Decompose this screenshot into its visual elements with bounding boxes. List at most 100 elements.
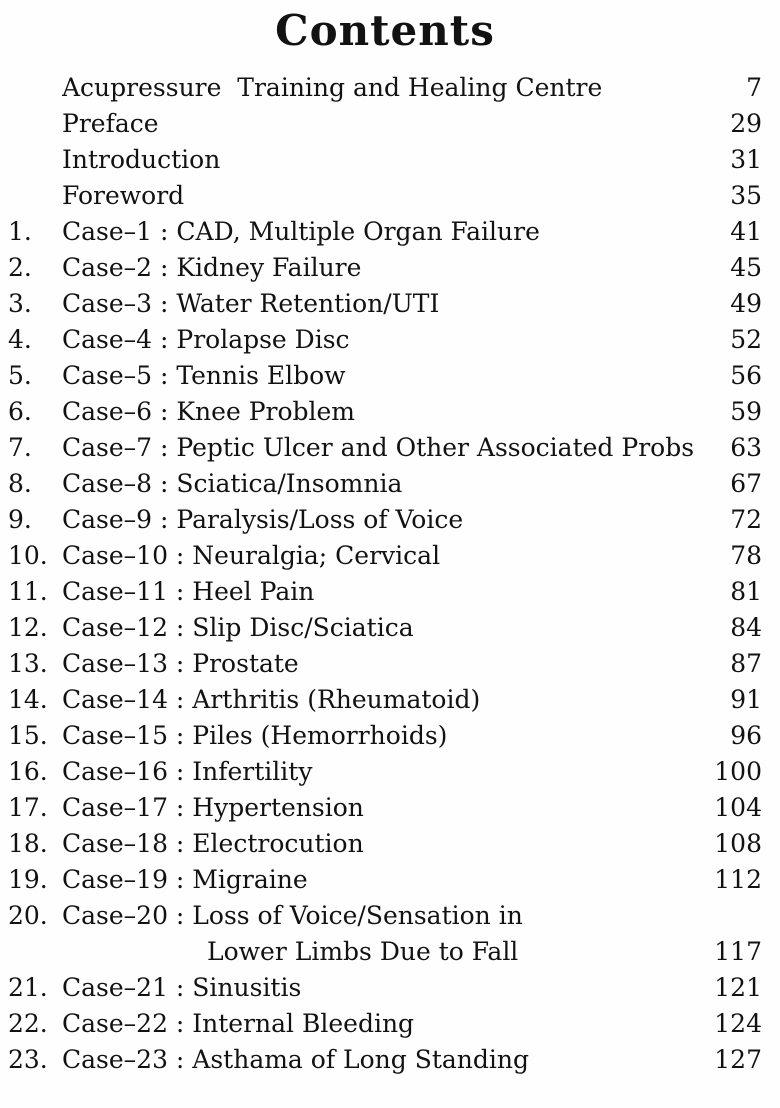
page-title: Contents — [275, 6, 495, 55]
entry-title: Case–8 : Sciatica/Insomnia — [62, 469, 403, 499]
entry-number: 3. — [8, 289, 32, 319]
toc-entry: 13. Case–13 : Prostate 87 — [8, 646, 762, 682]
entry-number: 15. — [8, 721, 48, 751]
entry-page: 104 — [714, 793, 762, 823]
entry-title: Case–12 : Slip Disc/Sciatica — [62, 613, 414, 643]
entry-number: 13. — [8, 649, 48, 679]
toc-entry: 12. Case–12 : Slip Disc/Sciatica 84 — [8, 610, 762, 646]
toc-list: Acupressure Training and Healing Centre … — [8, 70, 762, 1078]
entry-number: 5. — [8, 361, 32, 391]
entry-page: 91 — [730, 685, 762, 715]
toc-entry: Introduction 31 — [8, 142, 762, 178]
entry-number: 14. — [8, 685, 48, 715]
entry-title: Case–16 : Infertility — [62, 757, 313, 787]
entry-title: Introduction — [62, 145, 221, 175]
entry-page: 29 — [730, 109, 762, 139]
entry-page: 124 — [714, 1009, 762, 1039]
entry-page: 81 — [730, 577, 762, 607]
toc-entry: 3. Case–3 : Water Retention/UTI 49 — [8, 286, 762, 322]
entry-page: 96 — [730, 721, 762, 751]
entry-page: 127 — [714, 1045, 762, 1075]
entry-number: 23. — [8, 1045, 48, 1075]
entry-page: 112 — [714, 865, 762, 895]
entry-title: Case–3 : Water Retention/UTI — [62, 289, 440, 319]
entry-title: Case–23 : Asthama of Long Standing — [62, 1045, 530, 1075]
entry-title: Case–11 : Heel Pain — [62, 577, 315, 607]
toc-entry: 6. Case–6 : Knee Problem 59 — [8, 394, 762, 430]
toc-entry: Foreword 35 — [8, 178, 762, 214]
toc-entry: 2. Case–2 : Kidney Failure 45 — [8, 250, 762, 286]
entry-number: 8. — [8, 469, 32, 499]
entry-page: 72 — [730, 505, 762, 535]
entry-number: 7. — [8, 433, 32, 463]
entry-number: 20. — [8, 901, 48, 931]
toc-entry: Preface 29 — [8, 106, 762, 142]
entry-page: 67 — [730, 469, 762, 499]
entry-number: 17. — [8, 793, 48, 823]
toc-entry: 10. Case–10 : Neuralgia; Cervical 78 — [8, 538, 762, 574]
toc-entry: 18. Case–18 : Electrocution 108 — [8, 826, 762, 862]
entry-title: Case–20 : Loss of Voice/Sensation in — [62, 901, 523, 931]
entry-page: 56 — [730, 361, 762, 391]
entry-page: 108 — [714, 829, 762, 859]
entry-title: Case–5 : Tennis Elbow — [62, 361, 346, 391]
entry-title: Case–4 : Prolapse Disc — [62, 325, 350, 355]
entry-title: Case–14 : Arthritis (Rheumatoid) — [62, 685, 481, 715]
toc-entry: 7. Case–7 : Peptic Ulcer and Other Assoc… — [8, 430, 762, 466]
entry-number: 2. — [8, 253, 32, 283]
entry-title: Case–19 : Migraine — [62, 865, 308, 895]
toc-entry: 8. Case–8 : Sciatica/Insomnia 67 — [8, 466, 762, 502]
entry-title: Case–7 : Peptic Ulcer and Other Associat… — [62, 433, 695, 463]
entry-page: 63 — [730, 433, 762, 463]
entry-page: 35 — [730, 181, 762, 211]
entry-number: 11. — [8, 577, 48, 607]
entry-title: Case–9 : Paralysis/Loss of Voice — [62, 505, 464, 535]
entry-number: 4. — [8, 325, 32, 355]
toc-entry: Lower Limbs Due to Fall 117 — [8, 934, 762, 970]
entry-number: 9. — [8, 505, 32, 535]
entry-page: 59 — [730, 397, 762, 427]
toc-entry: 20. Case–20 : Loss of Voice/Sensation in — [8, 898, 762, 934]
entry-page: 31 — [730, 145, 762, 175]
entry-title: Foreword — [62, 181, 185, 211]
entry-title: Case–13 : Prostate — [62, 649, 299, 679]
entry-title: Case–18 : Electrocution — [62, 829, 364, 859]
entry-number: 22. — [8, 1009, 48, 1039]
toc-entry: 15. Case–15 : Piles (Hemorrhoids) 96 — [8, 718, 762, 754]
toc-entry: 1. Case–1 : CAD, Multiple Organ Failure … — [8, 214, 762, 250]
toc-entry: 9. Case–9 : Paralysis/Loss of Voice 72 — [8, 502, 762, 538]
entry-number: 6. — [8, 397, 32, 427]
toc-entry: Acupressure Training and Healing Centre … — [8, 70, 762, 106]
entry-page: 121 — [714, 973, 762, 1003]
entry-page: 49 — [730, 289, 762, 319]
entry-page: 87 — [730, 649, 762, 679]
entry-title: Acupressure Training and Healing Centre — [62, 73, 603, 103]
entry-title: Case–2 : Kidney Failure — [62, 253, 362, 283]
entry-page: 41 — [730, 217, 762, 247]
entry-title: Case–1 : CAD, Multiple Organ Failure — [62, 217, 540, 247]
entry-number: 19. — [8, 865, 48, 895]
entry-page: 100 — [714, 757, 762, 787]
entry-title: Case–21 : Sinusitis — [62, 973, 302, 1003]
entry-title: Case–17 : Hypertension — [62, 793, 364, 823]
entry-number: 16. — [8, 757, 48, 787]
entry-number: 12. — [8, 613, 48, 643]
entry-number: 1. — [8, 217, 32, 247]
entry-number: 18. — [8, 829, 48, 859]
toc-entry: 22. Case–22 : Internal Bleeding 124 — [8, 1006, 762, 1042]
entry-number: 10. — [8, 541, 48, 571]
entry-page: 45 — [730, 253, 762, 283]
toc-entry: 19. Case–19 : Migraine 112 — [8, 862, 762, 898]
entry-page: 117 — [714, 937, 762, 967]
entry-title: Lower Limbs Due to Fall — [207, 937, 519, 967]
toc-entry: 11. Case–11 : Heel Pain 81 — [8, 574, 762, 610]
toc-entry: 4. Case–4 : Prolapse Disc 52 — [8, 322, 762, 358]
entry-number: 21. — [8, 973, 48, 1003]
toc-entry: 5. Case–5 : Tennis Elbow 56 — [8, 358, 762, 394]
toc-entry: 21. Case–21 : Sinusitis 121 — [8, 970, 762, 1006]
entry-title: Case–22 : Internal Bleeding — [62, 1009, 415, 1039]
entry-page: 7 — [746, 73, 762, 103]
entry-page: 52 — [730, 325, 762, 355]
toc-entry: 14. Case–14 : Arthritis (Rheumatoid) 91 — [8, 682, 762, 718]
